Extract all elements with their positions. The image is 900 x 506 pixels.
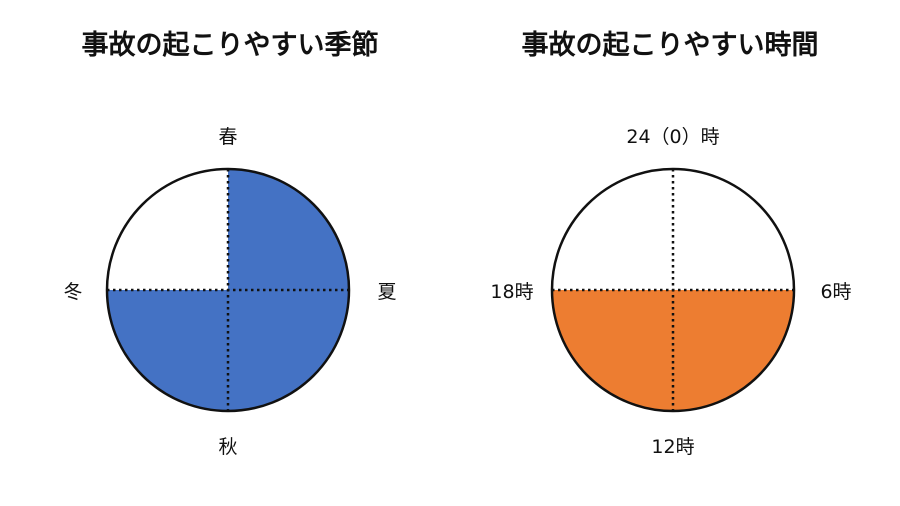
season-quadrant-winter-spring [107,169,228,290]
season-quadrant-autumn-winter [107,290,228,411]
season-label-summer: 夏 [377,281,397,303]
season-label-winter: 冬 [63,281,83,303]
time-quadrant-6-12 [673,290,794,411]
time-label-18: 18時 [490,281,534,303]
season-chart-title: 事故の起こりやすい季節 [81,30,379,61]
season-label-autumn: 秋 [218,436,238,458]
season-label-spring: 春 [218,126,238,148]
time-chart-title: 事故の起こりやすい時間 [521,30,819,61]
season-wheel [105,167,351,413]
time-wheel [550,167,796,413]
time-label-12: 12時 [651,436,695,458]
season-circle-outline [105,167,351,413]
season-quadrant-spring-summer [228,169,349,290]
time-quadrant-12-18 [552,290,673,411]
season-quadrant-summer-autumn [228,290,349,411]
time-circle-outline [550,167,796,413]
time-quadrant-18-24 [552,169,673,290]
time-label-midnight: 24（0）時 [626,126,720,148]
time-quadrant-0-6 [673,169,794,290]
time-label-6: 6時 [820,281,852,303]
